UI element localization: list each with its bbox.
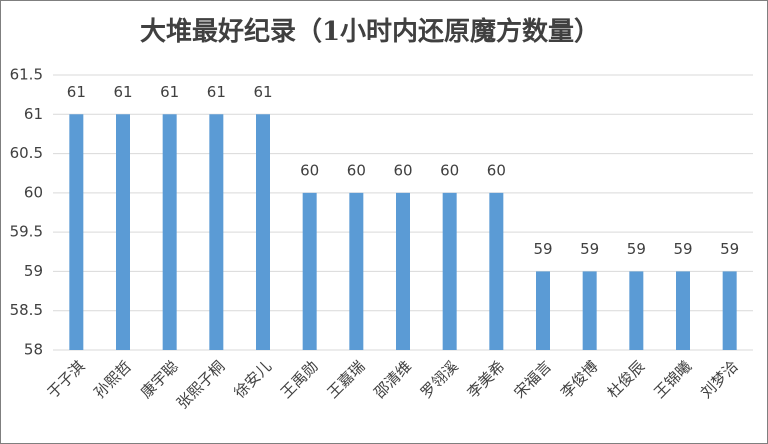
data-label: 59 [533,240,552,258]
data-label: 59 [673,240,692,258]
bar [536,271,550,350]
data-label: 61 [207,83,226,101]
chart-title: 大堆最好纪录（1小时内还原魔方数量） [140,16,600,47]
bar [162,114,177,351]
data-label: 61 [160,83,179,101]
bar [209,114,224,351]
y-tick-label: 59 [24,262,43,280]
bar [69,114,84,351]
bar [489,192,504,350]
data-label: 59 [720,240,739,258]
data-label: 61 [67,83,86,101]
bar [676,271,690,350]
data-label: 59 [580,240,599,258]
data-label: 60 [393,161,412,179]
y-tick-label: 61.5 [10,66,43,84]
bar [722,271,737,350]
bar [256,114,270,351]
bar [582,271,597,350]
data-label: 60 [487,161,506,179]
y-tick-label: 60 [24,183,43,201]
data-label: 60 [347,161,366,179]
bar [116,114,130,351]
data-label: 61 [113,83,132,101]
bar [349,192,364,350]
bar [442,192,457,350]
data-label: 60 [300,161,319,179]
data-label: 61 [253,83,272,101]
bar [302,192,317,350]
bar [396,192,410,350]
y-tick-label: 58.5 [10,301,43,319]
bar [629,271,644,350]
y-tick-label: 60.5 [10,144,43,162]
data-label: 59 [627,240,646,258]
y-tick-label: 58 [24,341,43,359]
y-tick-label: 61 [24,105,43,123]
data-label: 60 [440,161,459,179]
y-tick-label: 59.5 [10,223,43,241]
